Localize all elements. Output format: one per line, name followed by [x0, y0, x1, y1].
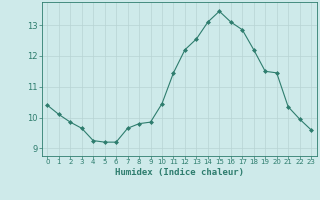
X-axis label: Humidex (Indice chaleur): Humidex (Indice chaleur): [115, 168, 244, 177]
